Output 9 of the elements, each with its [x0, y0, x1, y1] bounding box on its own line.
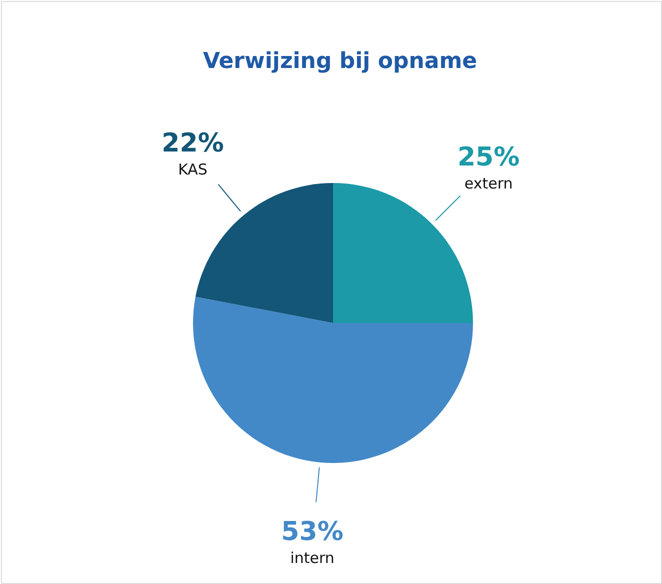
data-label: 25%	[457, 142, 520, 172]
pie-slice	[195, 183, 333, 323]
chart-title: Verwijzing bij opname	[202, 49, 478, 74]
slice-label: extern	[464, 174, 513, 192]
pie-slice	[193, 296, 473, 463]
data-label: 22%	[162, 128, 224, 158]
slice-label: intern	[290, 549, 334, 568]
slice-label: KAS	[178, 160, 208, 178]
data-label: 53%	[281, 517, 344, 548]
